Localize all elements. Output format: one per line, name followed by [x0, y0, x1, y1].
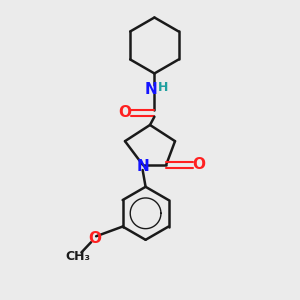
Text: N: N: [136, 159, 149, 174]
Text: N: N: [145, 82, 157, 97]
Text: O: O: [88, 231, 101, 246]
Text: O: O: [118, 105, 131, 120]
Text: CH₃: CH₃: [65, 250, 90, 262]
Text: O: O: [193, 157, 206, 172]
Text: H: H: [158, 81, 168, 94]
